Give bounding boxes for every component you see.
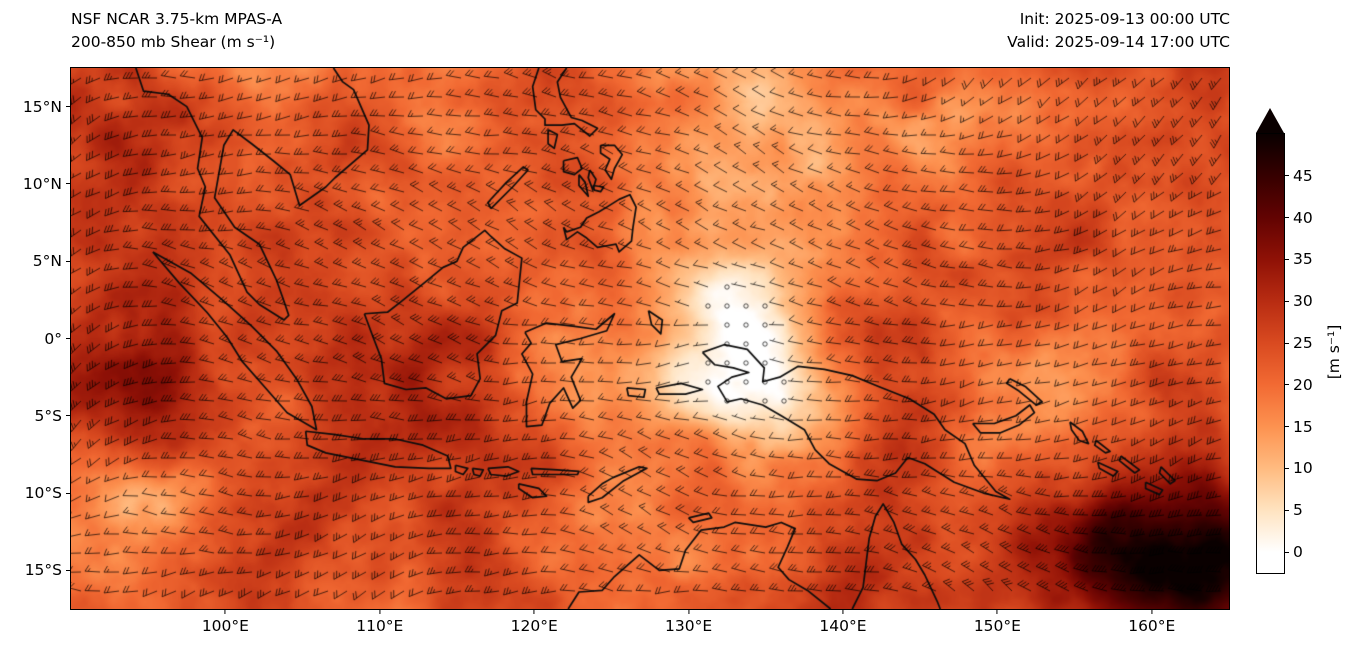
y-tick-label: 15°N <box>22 97 62 116</box>
tick-mark <box>1284 551 1289 553</box>
x-tick-label: 120°E <box>510 617 558 635</box>
colorbar-tick-label: 30 <box>1293 292 1313 311</box>
x-tick-label: 140°E <box>819 617 867 635</box>
x-tick-label: 110°E <box>356 617 404 635</box>
colorbar-tick-label: 45 <box>1293 166 1313 185</box>
tick-mark <box>66 183 71 185</box>
tick-mark <box>1284 467 1289 469</box>
colorbar-tick-0: 0 <box>1284 543 1303 561</box>
y-tick-label: 15°S <box>24 561 62 580</box>
tick-mark <box>1284 175 1289 177</box>
x-tick-label: 150°E <box>973 617 1021 635</box>
tick-mark <box>1284 384 1289 386</box>
colorbar: 0 5 10 15 20 25 30 35 40 45 <box>1256 133 1313 574</box>
x-tick-140e: 140°E <box>819 609 867 635</box>
colorbar-tick-20: 20 <box>1284 376 1313 394</box>
y-tick-5n: 5°N <box>33 252 71 270</box>
colorbar-tick-40: 40 <box>1284 209 1313 227</box>
colorbar-tick-label: 40 <box>1293 208 1313 227</box>
tick-mark <box>66 492 71 494</box>
tick-mark <box>533 609 535 614</box>
colorbar-tick-label: 10 <box>1293 459 1313 478</box>
time-block: Init: 2025-09-13 00:00 UTC Valid: 2025-0… <box>1007 8 1230 54</box>
colorbar-tick-35: 35 <box>1284 250 1313 268</box>
colorbar-tick-10: 10 <box>1284 459 1313 477</box>
tick-mark <box>1284 258 1289 260</box>
colorbar-tick-45: 45 <box>1284 167 1313 185</box>
map-plot: 100°E 110°E 120°E 130°E 140°E 150°E 160°… <box>23 67 1230 635</box>
x-tick-120e: 120°E <box>511 609 558 635</box>
x-tick-130e: 130°E <box>665 609 712 635</box>
y-tick-label: 5°N <box>32 252 62 271</box>
x-tick-label: 130°E <box>665 617 713 635</box>
x-tick-110e: 110°E <box>356 609 403 635</box>
colorbar-extend-arrow <box>1256 108 1284 133</box>
tick-mark <box>1151 609 1153 614</box>
valid-time: Valid: 2025-09-14 17:00 UTC <box>1007 33 1230 51</box>
tick-mark <box>842 609 844 614</box>
colorbar-tick-15: 15 <box>1284 418 1313 436</box>
tick-mark <box>379 609 381 614</box>
y-tick-label: 10°S <box>24 484 62 503</box>
tick-mark <box>1284 342 1289 344</box>
colorbar-tick-label: 5 <box>1293 501 1303 520</box>
x-tick-label: 160°E <box>1128 617 1176 635</box>
field-title: 200-850 mb Shear (m s⁻¹) <box>71 33 276 51</box>
tick-mark <box>66 415 71 417</box>
y-tick-15n: 15°N <box>23 98 71 116</box>
colorbar-tick-label: 15 <box>1293 417 1313 436</box>
tick-mark <box>66 260 71 262</box>
x-tick-150e: 150°E <box>974 609 1021 635</box>
tick-mark <box>1284 426 1289 428</box>
tick-mark <box>688 609 690 614</box>
tick-mark <box>66 569 71 571</box>
title-block: NSF NCAR 3.75-km MPAS-A 200-850 mb Shear… <box>71 8 282 54</box>
x-tick-label: 100°E <box>201 617 249 635</box>
tick-mark <box>224 609 226 614</box>
y-tick-10n: 10°N <box>23 175 71 193</box>
y-tick-10s: 10°S <box>25 484 71 502</box>
y-tick-5s: 5°S <box>35 407 71 425</box>
tick-mark <box>996 609 998 614</box>
x-tick-160e: 160°E <box>1128 609 1175 635</box>
tick-mark <box>66 338 71 339</box>
colorbar-tick-30: 30 <box>1284 292 1313 310</box>
colorbar-tick-label: 25 <box>1293 334 1313 353</box>
tick-mark <box>1284 217 1289 219</box>
y-tick-15s: 15°S <box>25 561 71 579</box>
colorbar-tick-label: 0 <box>1293 543 1303 562</box>
tick-mark <box>1284 509 1289 511</box>
model-title: NSF NCAR 3.75-km MPAS-A <box>71 10 283 28</box>
colorbar-tick-25: 25 <box>1284 334 1313 352</box>
y-tick-label: 5°S <box>34 406 62 425</box>
colorbar-tick-label: 20 <box>1293 375 1313 394</box>
colorbar-tick-label: 35 <box>1293 250 1313 269</box>
init-time: Init: 2025-09-13 00:00 UTC <box>1019 10 1230 28</box>
y-tick-label: 0° <box>44 329 62 348</box>
colorbar-label: [m s⁻¹] <box>1325 324 1343 380</box>
tick-mark <box>66 106 71 108</box>
x-tick-100e: 100°E <box>202 609 249 635</box>
y-tick-0: 0° <box>44 330 71 348</box>
y-tick-label: 10°N <box>22 174 62 193</box>
tick-mark <box>1284 300 1289 302</box>
shear-map-canvas <box>71 68 1229 609</box>
colorbar-tick-5: 5 <box>1284 501 1303 519</box>
